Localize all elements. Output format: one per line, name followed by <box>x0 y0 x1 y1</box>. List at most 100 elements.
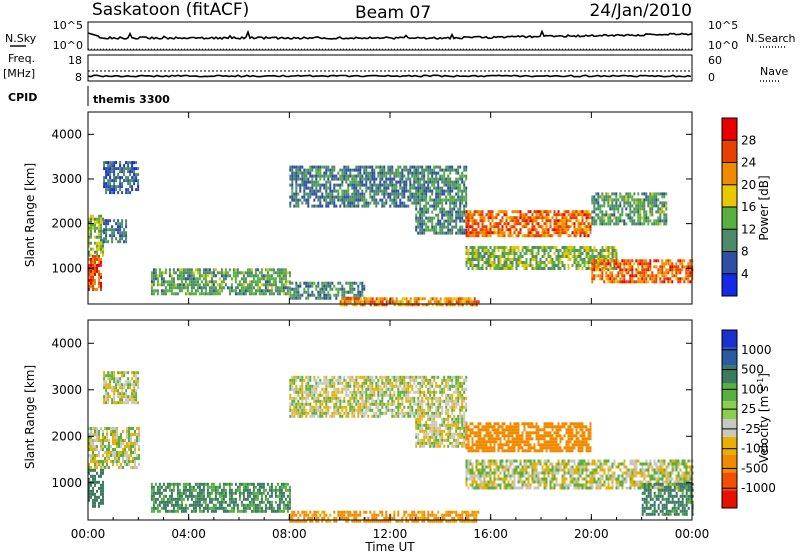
power-cell <box>295 171 298 175</box>
power-cell <box>359 303 362 307</box>
velocity-cell <box>278 491 281 495</box>
power-cell <box>631 259 634 263</box>
power-cell <box>357 189 360 193</box>
power-cell <box>557 213 560 217</box>
velocity-cell <box>293 381 296 385</box>
power-cell <box>541 261 544 264</box>
velocity-cell <box>274 491 277 495</box>
power-cell <box>407 300 410 304</box>
velocity-cell <box>268 485 271 489</box>
velocity-cell <box>176 494 179 498</box>
power-cell <box>515 216 518 220</box>
power-cell <box>627 216 630 220</box>
power-cell <box>435 198 438 202</box>
power-cell <box>421 210 424 214</box>
power-cell <box>131 164 134 168</box>
power-cell <box>569 225 572 229</box>
power-cell <box>637 265 640 269</box>
power-cell <box>481 216 484 220</box>
velocity-cell <box>278 497 281 501</box>
velocity-cell <box>447 510 450 514</box>
velocity-cell <box>122 457 124 460</box>
power-cell <box>88 275 90 279</box>
power-cell <box>429 177 432 181</box>
power-cell <box>113 219 116 223</box>
power-cell <box>341 297 344 301</box>
power-cell <box>469 303 472 307</box>
velocity-cell <box>128 454 130 457</box>
velocity-cell <box>156 509 159 513</box>
power-cell <box>178 277 181 281</box>
power-cell <box>419 183 422 187</box>
power-cell <box>278 271 281 275</box>
velocity-cell <box>449 510 452 514</box>
power-cell <box>119 182 122 186</box>
power-cell <box>629 219 632 223</box>
power-cell <box>305 183 308 187</box>
power-cell <box>174 271 177 275</box>
velocity-cell <box>176 482 179 486</box>
velocity-cell <box>347 510 350 514</box>
power-cell <box>543 261 546 264</box>
power-cell <box>319 168 322 172</box>
power-cell <box>119 167 122 171</box>
power-cell <box>473 231 476 235</box>
power-cell <box>475 210 478 214</box>
velocity-cell <box>335 519 338 523</box>
power-cell <box>571 231 574 235</box>
power-cell <box>543 222 546 226</box>
power-cell <box>347 189 350 193</box>
power-cell <box>379 165 382 169</box>
power-cell <box>661 265 664 269</box>
power-cell <box>297 290 300 294</box>
power-cell <box>339 300 342 304</box>
power-cell <box>569 258 572 261</box>
power-cell <box>601 249 604 252</box>
power-cell <box>551 264 554 267</box>
power-cell <box>461 174 464 178</box>
velocity-cell <box>138 436 140 439</box>
power-cell <box>359 281 362 285</box>
velocity-cell <box>135 395 138 399</box>
power-cell <box>264 283 267 287</box>
velocity-cell <box>90 439 92 442</box>
power-cell <box>663 195 666 199</box>
power-cell <box>196 268 199 272</box>
power-cell <box>94 217 96 221</box>
power-cell <box>307 186 310 190</box>
velocity-cell <box>129 386 132 390</box>
power-cell <box>567 228 570 232</box>
velocity-cell <box>88 495 90 499</box>
power-cell <box>276 274 279 278</box>
power-cell <box>92 263 94 267</box>
power-cell <box>313 204 316 208</box>
velocity-cell <box>136 427 138 430</box>
velocity-cell <box>92 442 94 445</box>
power-cell <box>449 195 452 199</box>
power-cell <box>389 180 392 184</box>
power-cell <box>553 225 556 229</box>
power-cell <box>355 300 358 304</box>
velocity-cell <box>427 513 430 517</box>
velocity-cell <box>371 519 374 523</box>
power-cell <box>315 284 318 288</box>
power-cell <box>525 267 528 270</box>
velocity-cell <box>98 439 100 442</box>
velocity-cell <box>98 433 100 436</box>
velocity-cell <box>109 374 112 378</box>
power-cell <box>443 183 446 187</box>
power-cell <box>539 213 542 217</box>
power-cell <box>303 168 306 172</box>
power-cell <box>561 264 564 267</box>
power-cell <box>597 207 600 211</box>
velocity-cell <box>127 383 130 387</box>
power-cell <box>469 225 472 229</box>
velocity-cell <box>220 503 223 507</box>
velocity-cell <box>349 513 352 517</box>
velocity-cell <box>469 513 472 517</box>
power-cell <box>545 249 548 252</box>
power-cell <box>535 234 538 238</box>
power-cell <box>615 195 618 199</box>
power-cell <box>659 207 662 211</box>
power-cell <box>311 281 314 285</box>
